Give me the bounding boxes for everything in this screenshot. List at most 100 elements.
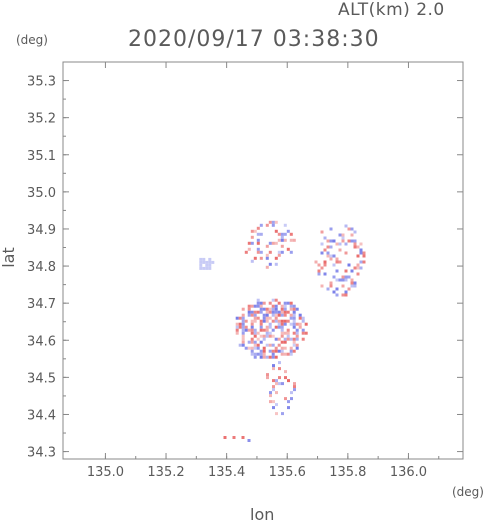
radar-cell	[347, 239, 351, 243]
radar-cell	[272, 406, 275, 410]
radar-cell	[274, 325, 278, 329]
radar-cell	[353, 284, 357, 288]
radar-cell	[362, 254, 366, 258]
radar-cell	[265, 334, 269, 338]
radar-cell	[262, 349, 266, 353]
radar-cell	[241, 340, 245, 344]
radar-cell	[353, 266, 357, 270]
radar-cell	[292, 307, 296, 311]
radar-cell	[335, 260, 339, 264]
radar-cell	[241, 325, 245, 329]
radar-cell	[277, 322, 281, 326]
radar-cell	[280, 238, 284, 242]
radar-cell	[329, 257, 333, 261]
radar-cell	[280, 235, 284, 239]
radar-cell	[286, 247, 290, 251]
radar-cell	[256, 316, 260, 320]
radar-cell	[274, 229, 278, 233]
radar-cell	[283, 232, 287, 236]
radar-cell	[304, 322, 308, 326]
radar-cell	[295, 337, 299, 341]
radar-cell	[241, 307, 245, 311]
radar-cell	[271, 298, 275, 302]
radar-cell	[332, 263, 336, 267]
radar-cell	[295, 334, 299, 338]
radar-cell	[278, 382, 281, 386]
radar-cell	[271, 355, 275, 359]
radar-cell	[268, 220, 272, 224]
radar-cell	[277, 319, 281, 323]
region-western-blob	[199, 257, 215, 270]
radar-cell	[326, 287, 330, 291]
x-axis-label: lon	[250, 505, 275, 524]
radar-cell	[238, 343, 242, 347]
radar-cell	[335, 269, 339, 273]
radar-cell	[289, 322, 293, 326]
radar-cell	[244, 250, 248, 254]
radar-cell	[286, 331, 290, 335]
radar-cell	[289, 232, 293, 236]
radar-cell	[250, 325, 254, 329]
radar-cell	[335, 278, 339, 282]
radar-cell	[298, 316, 302, 320]
radar-cell	[265, 256, 269, 260]
radar-cell	[256, 241, 260, 245]
radar-cell	[241, 316, 245, 320]
y-tick-label: 34.8	[27, 260, 56, 275]
plot-frame	[62, 61, 464, 460]
radar-cell	[262, 319, 266, 323]
radar-cell	[256, 238, 260, 242]
radar-cell	[265, 310, 269, 314]
radar-cell	[274, 319, 278, 323]
radar-cell	[271, 313, 275, 317]
radar-cell	[256, 298, 260, 302]
radar-cell	[350, 269, 354, 273]
radar-cell	[235, 322, 239, 326]
radar-cell	[292, 316, 296, 320]
radar-cell	[247, 313, 251, 317]
radar-cell	[283, 322, 287, 326]
radar-cell	[272, 379, 275, 383]
radar-cell	[202, 260, 206, 264]
radar-cell	[274, 355, 278, 359]
radar-cell	[265, 253, 269, 257]
radar-cell	[338, 260, 342, 264]
radar-cell	[359, 251, 363, 255]
x-unit-label: (deg)	[452, 485, 484, 499]
y-tick-label: 34.7	[27, 297, 56, 312]
radar-cell	[205, 266, 209, 270]
radar-cell	[259, 304, 263, 308]
radar-cell	[247, 340, 251, 344]
radar-cell	[250, 259, 254, 263]
radar-cell	[265, 355, 269, 359]
radar-cell	[241, 334, 245, 338]
radar-cell	[341, 293, 345, 297]
radar-cell	[271, 352, 275, 356]
radar-cell	[247, 328, 251, 332]
radar-cell	[259, 325, 263, 329]
radar-cell	[280, 319, 284, 323]
radar-cell	[323, 236, 327, 240]
radar-cell	[280, 307, 284, 311]
radar-cell	[283, 301, 287, 305]
radar-cell	[320, 284, 324, 288]
radar-cell	[323, 248, 327, 252]
radar-cell	[295, 343, 299, 347]
radar-cell	[241, 328, 245, 332]
radar-cell	[253, 352, 257, 356]
radar-cell	[329, 281, 333, 285]
axis-layer: 135.0 135.2 135.4 135.6 135.8 136.0 34.3 34.4 34…	[27, 62, 463, 480]
radar-cell	[350, 278, 354, 282]
radar-cell	[271, 328, 275, 332]
radar-cell	[329, 254, 333, 258]
x-tick-label: 135.4	[208, 465, 245, 480]
radar-cell	[247, 304, 251, 308]
radar-cell	[256, 301, 260, 305]
radar-cell	[290, 397, 293, 401]
radar-cell	[356, 263, 360, 267]
radar-cell	[271, 223, 275, 227]
radar-cell	[271, 319, 275, 323]
radar-cell	[250, 340, 254, 344]
radar-cell	[295, 322, 299, 326]
radar-cell	[335, 287, 339, 291]
